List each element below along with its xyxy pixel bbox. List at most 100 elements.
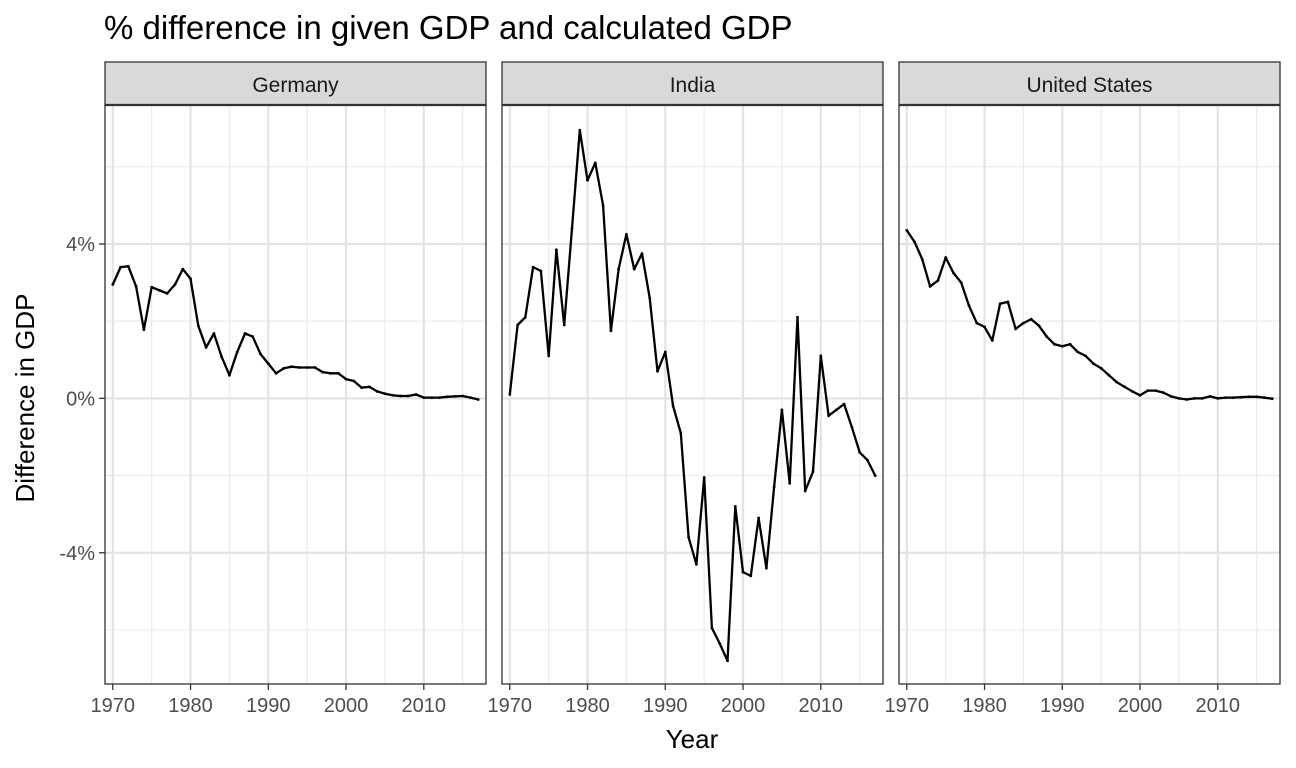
data-point <box>1146 389 1150 392</box>
data-point <box>437 396 441 399</box>
data-point <box>741 570 745 574</box>
data-point <box>1060 344 1064 348</box>
data-point <box>1076 350 1080 354</box>
data-point <box>819 354 823 358</box>
data-point <box>873 474 877 477</box>
x-tick-label: 2000 <box>721 695 766 717</box>
x-tick-label: 2010 <box>402 695 447 717</box>
x-tick-label: 1970 <box>91 695 136 717</box>
data-point <box>196 324 200 328</box>
x-tick-label: 2010 <box>1196 695 1241 717</box>
data-point <box>1177 397 1181 400</box>
data-point <box>126 264 130 268</box>
facet-panel-germany: Germany 1970 1980 1990 2000 2010 <box>91 61 487 717</box>
data-point <box>391 393 395 397</box>
data-point <box>702 476 706 479</box>
data-point <box>803 489 807 493</box>
data-point <box>1006 300 1010 304</box>
data-point <box>609 329 613 333</box>
data-point <box>1092 362 1095 365</box>
data-point <box>290 365 293 369</box>
data-point <box>975 321 979 325</box>
data-point <box>352 379 356 383</box>
data-point <box>321 370 325 374</box>
data-point <box>780 408 784 412</box>
data-point <box>757 516 760 520</box>
data-point <box>1255 395 1259 399</box>
data-point <box>251 335 255 338</box>
facet-label: United States <box>1026 74 1152 97</box>
data-point <box>204 346 208 349</box>
data-point <box>834 408 838 412</box>
data-point <box>360 386 363 389</box>
data-point <box>134 285 138 288</box>
data-point <box>220 355 224 359</box>
data-point <box>842 402 846 406</box>
data-point <box>1208 395 1212 398</box>
data-point <box>1224 396 1227 399</box>
x-tick-label: 2010 <box>799 695 844 717</box>
data-point <box>765 566 768 570</box>
x-tick-label: 1990 <box>1040 695 1085 717</box>
data-point <box>710 626 714 630</box>
data-point <box>406 394 410 398</box>
data-point <box>383 392 387 396</box>
data-point <box>1263 396 1266 399</box>
x-axis-title: Year <box>666 724 719 754</box>
facet-strip <box>104 61 487 106</box>
data-point <box>640 252 644 256</box>
data-point <box>173 283 177 286</box>
data-point <box>1123 385 1126 389</box>
data-point <box>772 485 776 489</box>
data-point <box>866 458 869 462</box>
data-point <box>119 265 122 269</box>
data-point <box>1270 397 1274 401</box>
facet-panel-united-states: United States 1970 1980 1990 2000 2010 <box>885 61 1281 717</box>
y-tick-label: -4% <box>59 543 95 565</box>
data-point <box>422 396 426 399</box>
x-tick-label: 1990 <box>246 695 291 717</box>
data-point <box>476 398 480 401</box>
data-point <box>1068 342 1072 346</box>
y-axis: -4% 0% 4% <box>59 234 105 565</box>
facet-strip <box>898 61 1281 106</box>
data-point <box>601 204 605 207</box>
x-tick-label: 1970 <box>885 695 930 717</box>
facet-panels: Germany 1970 1980 1990 2000 2010 India 1970 1980… <box>91 61 1281 717</box>
data-point <box>617 267 620 271</box>
data-point <box>1216 397 1220 400</box>
data-point <box>695 562 698 566</box>
data-point <box>1231 396 1235 399</box>
data-point <box>562 323 566 327</box>
x-tick-label: 2000 <box>1118 695 1163 717</box>
x-tick-label: 1980 <box>565 695 610 717</box>
data-point <box>336 371 340 375</box>
data-point <box>282 366 286 370</box>
data-point <box>539 269 543 273</box>
data-point <box>212 332 216 335</box>
y-tick-label: 0% <box>66 388 95 410</box>
data-point <box>516 323 519 327</box>
data-point <box>266 362 270 365</box>
data-point <box>796 315 799 319</box>
data-point <box>648 296 652 300</box>
data-point <box>555 248 558 252</box>
y-axis-title: Difference in GDP <box>10 293 40 502</box>
data-point <box>578 128 582 132</box>
data-point <box>445 395 449 399</box>
data-point <box>430 396 433 399</box>
data-point <box>1014 327 1017 331</box>
x-tick-label: 1970 <box>488 695 533 717</box>
data-point <box>469 396 472 399</box>
data-point <box>983 325 986 329</box>
data-point <box>305 366 309 369</box>
data-point <box>625 232 628 236</box>
chart-title: % difference in given GDP and calculated… <box>104 9 793 46</box>
data-point <box>461 394 465 398</box>
data-point <box>1185 398 1189 401</box>
data-point <box>1115 380 1119 384</box>
series-line <box>508 128 877 662</box>
data-point <box>1130 390 1134 393</box>
data-point <box>1084 354 1087 358</box>
data-point <box>749 574 753 578</box>
